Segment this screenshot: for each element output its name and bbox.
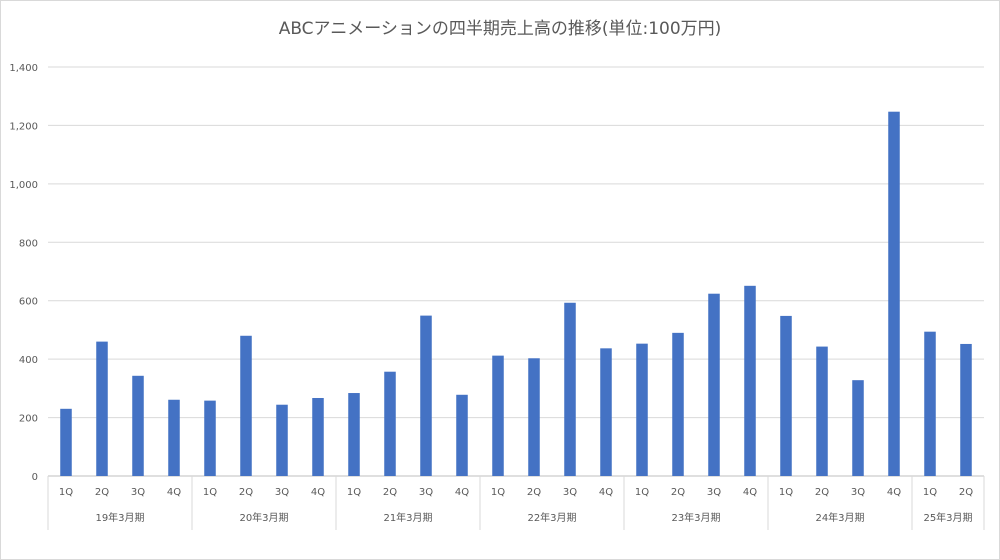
bar bbox=[312, 397, 324, 476]
group-label: 23年3月期 bbox=[671, 511, 720, 524]
y-tick-label: 400 bbox=[19, 355, 38, 366]
quarter-label: 4Q bbox=[743, 487, 757, 498]
y-tick-label: 1,000 bbox=[9, 180, 38, 191]
bar bbox=[924, 331, 936, 476]
quarter-label: 2Q bbox=[527, 487, 541, 498]
bar bbox=[384, 371, 396, 476]
quarter-label: 1Q bbox=[923, 487, 937, 498]
quarter-label: 4Q bbox=[455, 487, 469, 498]
chart-title: ABCアニメーションの四半期売上高の推移(単位:100万円) bbox=[278, 19, 722, 39]
y-tick-label: 0 bbox=[32, 472, 38, 483]
group-label: 25年3月期 bbox=[923, 511, 972, 524]
y-tick-label: 200 bbox=[19, 414, 38, 425]
quarter-label: 1Q bbox=[779, 487, 793, 498]
bar bbox=[600, 348, 612, 476]
bar bbox=[744, 285, 756, 476]
quarter-label: 2Q bbox=[239, 487, 253, 498]
bar bbox=[204, 400, 216, 476]
group-label: 21年3月期 bbox=[383, 511, 432, 524]
quarter-label: 4Q bbox=[599, 487, 613, 498]
y-tick-label: 1,400 bbox=[9, 63, 38, 74]
bar bbox=[348, 393, 360, 476]
quarter-label: 3Q bbox=[851, 487, 865, 498]
quarter-label: 2Q bbox=[959, 487, 973, 498]
quarter-label: 4Q bbox=[311, 487, 325, 498]
group-label: 20年3月期 bbox=[239, 511, 288, 524]
y-tick-label: 800 bbox=[19, 238, 38, 249]
bar bbox=[960, 343, 972, 476]
quarter-label: 1Q bbox=[491, 487, 505, 498]
bar bbox=[564, 302, 576, 476]
quarter-label: 3Q bbox=[275, 487, 289, 498]
quarter-label: 1Q bbox=[203, 487, 217, 498]
bar bbox=[708, 293, 720, 476]
bar bbox=[852, 380, 864, 476]
bar bbox=[240, 335, 252, 476]
bar bbox=[672, 332, 684, 476]
bar bbox=[492, 355, 504, 476]
bar bbox=[780, 315, 792, 476]
quarter-label: 2Q bbox=[815, 487, 829, 498]
quarter-label: 2Q bbox=[95, 487, 109, 498]
quarter-label: 3Q bbox=[707, 487, 721, 498]
quarter-label: 2Q bbox=[383, 487, 397, 498]
bar bbox=[276, 404, 288, 476]
quarter-label: 4Q bbox=[887, 487, 901, 498]
y-tick-label: 1,200 bbox=[9, 121, 38, 132]
bar bbox=[816, 346, 828, 476]
quarter-label: 1Q bbox=[347, 487, 361, 498]
bar bbox=[636, 343, 648, 476]
bar bbox=[456, 394, 468, 476]
quarter-label: 1Q bbox=[59, 487, 73, 498]
group-label: 22年3月期 bbox=[527, 511, 576, 524]
bar bbox=[420, 315, 432, 476]
quarter-label: 3Q bbox=[563, 487, 577, 498]
bar bbox=[132, 375, 144, 476]
bar bbox=[888, 111, 900, 476]
quarter-label: 3Q bbox=[131, 487, 145, 498]
group-label: 24年3月期 bbox=[815, 511, 864, 524]
quarter-label: 2Q bbox=[671, 487, 685, 498]
quarter-label: 4Q bbox=[167, 487, 181, 498]
quarter-label: 3Q bbox=[419, 487, 433, 498]
quarter-label: 1Q bbox=[635, 487, 649, 498]
bar bbox=[60, 408, 72, 476]
bar bbox=[168, 399, 180, 476]
y-tick-label: 600 bbox=[19, 297, 38, 308]
bar bbox=[528, 358, 540, 476]
group-label: 19年3月期 bbox=[95, 511, 144, 524]
bar bbox=[96, 341, 108, 476]
